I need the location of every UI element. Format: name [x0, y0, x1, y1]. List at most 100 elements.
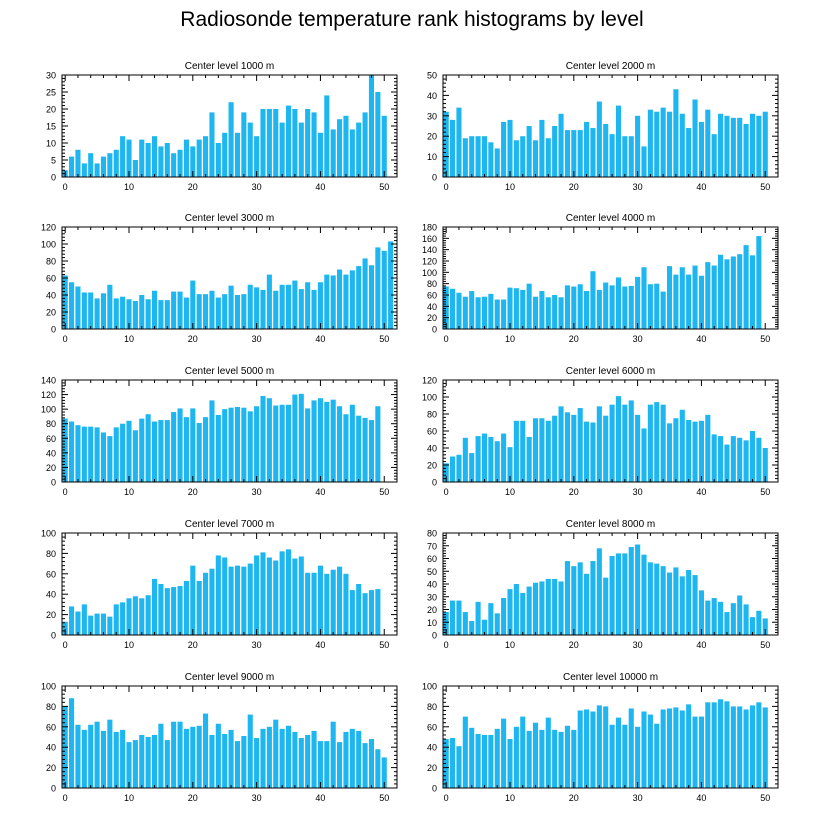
histogram-bar	[743, 604, 749, 635]
histogram-bar	[113, 731, 119, 788]
histogram-bar	[273, 560, 279, 635]
histogram-bar	[622, 136, 628, 177]
y-tick-label: 0	[432, 173, 437, 183]
histogram-bar	[450, 456, 456, 482]
y-tick-label: 0	[51, 784, 56, 794]
histogram-bar	[737, 706, 743, 788]
histogram-bar	[609, 404, 615, 482]
histogram-bar	[698, 420, 704, 482]
histogram-bar	[545, 717, 551, 788]
histogram-bar	[285, 725, 292, 788]
histogram-bar	[647, 562, 653, 635]
histogram-bar	[132, 300, 138, 329]
histogram-bar	[456, 454, 462, 482]
y-tick-label: 100	[422, 268, 437, 278]
histogram-bar	[679, 267, 685, 329]
y-tick-label: 80	[427, 279, 437, 289]
y-tick-label: 120	[41, 223, 56, 233]
histogram-bar	[743, 123, 749, 177]
histogram-bar	[177, 149, 183, 177]
histogram-bar	[311, 400, 317, 482]
histogram-bar	[481, 433, 488, 482]
histogram-bar	[756, 115, 762, 177]
histogram-bar	[62, 621, 68, 635]
histogram-bar	[590, 561, 596, 635]
histogram-bar	[564, 561, 570, 635]
histogram-bar	[126, 742, 132, 788]
histogram-bar	[317, 741, 323, 788]
x-tick-label: 40	[315, 182, 325, 192]
histogram-bar	[488, 293, 494, 329]
x-tick-label: 30	[633, 334, 643, 344]
histogram-bar	[564, 285, 570, 329]
histogram-bar	[450, 288, 456, 329]
histogram-bar	[324, 401, 330, 482]
histogram-bar	[324, 95, 330, 177]
histogram-bar	[756, 610, 762, 635]
histogram-bar	[100, 156, 107, 177]
histogram-bar	[81, 426, 87, 482]
histogram-bar	[215, 143, 221, 177]
histogram-bar	[552, 729, 558, 788]
histogram-bar	[641, 554, 647, 635]
histogram-bar	[126, 420, 132, 482]
y-tick-label: 60	[46, 274, 56, 284]
histogram-bar	[481, 136, 488, 177]
plot-frame	[442, 74, 779, 178]
y-tick-label: 20	[46, 763, 56, 773]
histogram-bar	[705, 702, 711, 788]
histogram-bar	[520, 289, 526, 329]
histogram-bar	[292, 394, 298, 482]
histogram-bar	[305, 734, 311, 788]
histogram-bar	[552, 295, 558, 329]
histogram-bar	[164, 300, 170, 329]
histogram-bar	[94, 613, 100, 635]
histogram-bar	[215, 297, 221, 329]
histogram-bar	[654, 402, 660, 482]
histogram-bar	[469, 453, 475, 482]
histogram-bar	[234, 565, 241, 635]
histogram-bar	[254, 406, 260, 482]
histogram-bar	[164, 143, 170, 177]
histogram-bar	[279, 284, 285, 329]
histogram-bar	[679, 409, 685, 482]
histogram-bar	[501, 299, 507, 329]
y-tick-label: 40	[427, 580, 437, 590]
histogram-bar	[279, 122, 285, 177]
histogram-bar	[507, 119, 513, 177]
histogram-bar	[475, 136, 481, 177]
histogram-bar	[545, 297, 551, 329]
histogram-bar	[266, 398, 272, 482]
histogram-bar	[196, 294, 202, 329]
histogram-bar	[183, 580, 189, 635]
x-tick-label: 10	[124, 182, 134, 192]
histogram-bar	[349, 728, 355, 788]
histogram-bar	[666, 708, 673, 788]
histogram-bar	[241, 735, 247, 788]
histogram-bar	[558, 731, 564, 788]
histogram-bar	[324, 741, 330, 788]
histogram-bar	[635, 544, 641, 635]
histogram-bar	[469, 620, 475, 635]
histogram-panel: Center level 5000 m 0 20 40 60 80 100 120 140 0 10…	[41, 366, 398, 497]
histogram-bar	[545, 420, 551, 482]
y-tick-label: 80	[46, 549, 56, 559]
histogram-bar	[88, 615, 94, 635]
histogram-bar	[488, 734, 494, 788]
histogram-bar	[469, 291, 475, 329]
histogram-bar	[698, 590, 704, 636]
y-tick-label: 20	[46, 105, 56, 115]
histogram-bar	[501, 598, 507, 635]
histogram-bar	[443, 463, 449, 482]
histogram-bar	[151, 578, 158, 635]
histogram-bar	[443, 612, 449, 635]
histogram-bar	[622, 553, 628, 635]
y-tick-label: 0	[432, 784, 437, 794]
histogram-bar	[730, 117, 736, 177]
x-tick-label: 50	[379, 182, 389, 192]
histogram-bar	[654, 723, 660, 788]
histogram-bar	[273, 405, 279, 482]
histogram-bar	[132, 160, 138, 177]
x-tick-label: 0	[63, 182, 68, 192]
histogram-bar	[126, 598, 132, 635]
